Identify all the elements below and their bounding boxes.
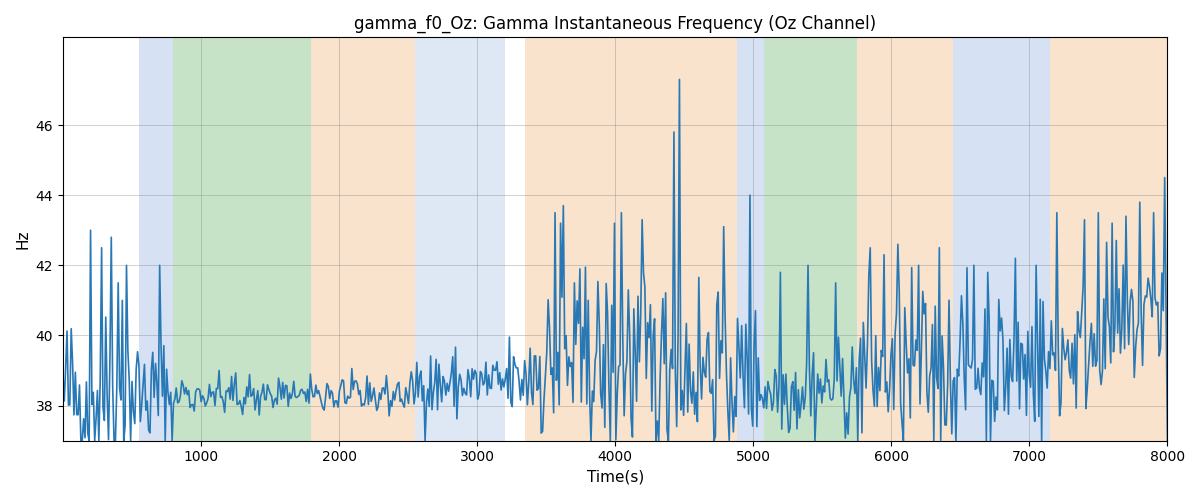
Bar bbox=[954, 38, 1050, 440]
Bar bbox=[857, 38, 954, 440]
Bar bbox=[526, 38, 737, 440]
Bar bbox=[764, 38, 857, 440]
Bar bbox=[312, 38, 415, 440]
X-axis label: Time(s): Time(s) bbox=[587, 470, 643, 485]
Bar bbox=[1050, 38, 1195, 440]
Bar bbox=[139, 38, 173, 440]
Bar bbox=[737, 38, 764, 440]
Bar bbox=[173, 38, 312, 440]
Bar bbox=[415, 38, 505, 440]
Title: gamma_f0_Oz: Gamma Instantaneous Frequency (Oz Channel): gamma_f0_Oz: Gamma Instantaneous Frequen… bbox=[354, 15, 876, 34]
Y-axis label: Hz: Hz bbox=[16, 230, 30, 249]
